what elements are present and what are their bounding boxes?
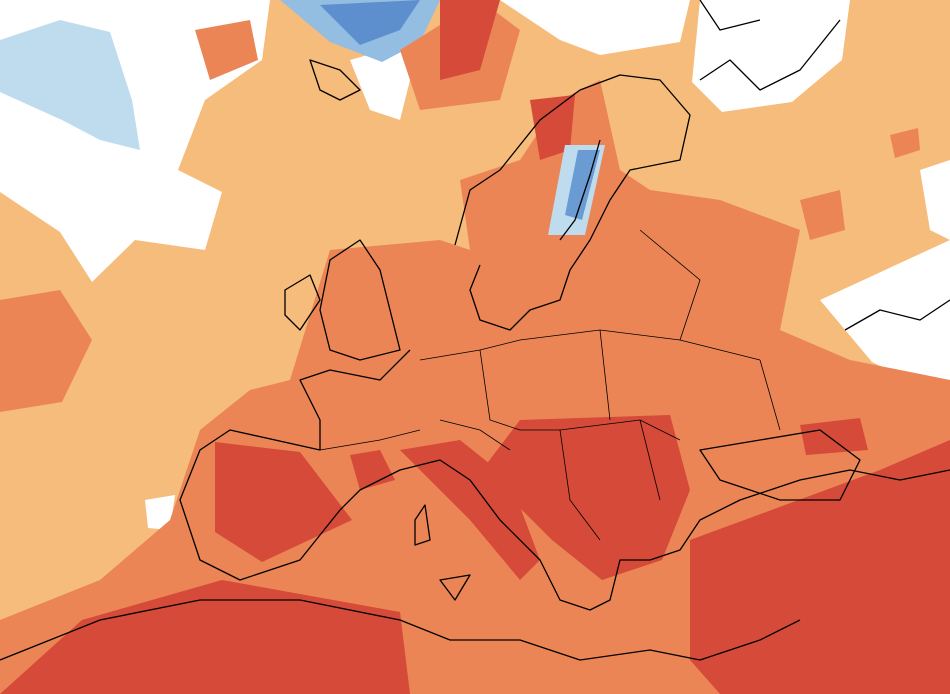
border	[319, 229, 781, 541]
coastline	[454, 74, 691, 331]
strong-warm-area	[800, 418, 868, 455]
strong-warm-area	[350, 450, 395, 490]
no-anomaly-area	[350, 40, 420, 120]
warm-area	[800, 190, 845, 240]
coastline	[699, 429, 861, 501]
weak-cold-area	[0, 20, 140, 150]
country-borders	[319, 229, 781, 541]
coastline	[309, 59, 361, 101]
strong-warm-area	[690, 440, 950, 694]
no-anomaly-area	[692, 0, 850, 112]
strong-cold-area	[320, 0, 420, 45]
strong-warm-area	[440, 0, 500, 80]
coastline	[699, 0, 841, 91]
coastline	[0, 599, 801, 661]
warm-area	[0, 290, 92, 412]
strong-warm-area	[0, 580, 410, 694]
strong-warm-area	[530, 95, 575, 160]
coastline	[414, 504, 471, 601]
cold-area	[565, 150, 600, 220]
no-anomaly-area	[920, 160, 950, 240]
strong-warm-area	[215, 442, 352, 562]
coastline	[559, 139, 601, 241]
coastline	[319, 239, 401, 361]
no-anomaly-area	[145, 495, 175, 530]
coastline	[284, 274, 321, 331]
strong-warm-area	[482, 415, 690, 580]
coastline	[844, 299, 950, 331]
no-anomaly-area	[500, 0, 690, 55]
warm-area	[890, 128, 920, 158]
no-anomaly-area	[820, 240, 950, 400]
strong-warm-area	[400, 440, 540, 580]
warm-area	[195, 20, 258, 80]
